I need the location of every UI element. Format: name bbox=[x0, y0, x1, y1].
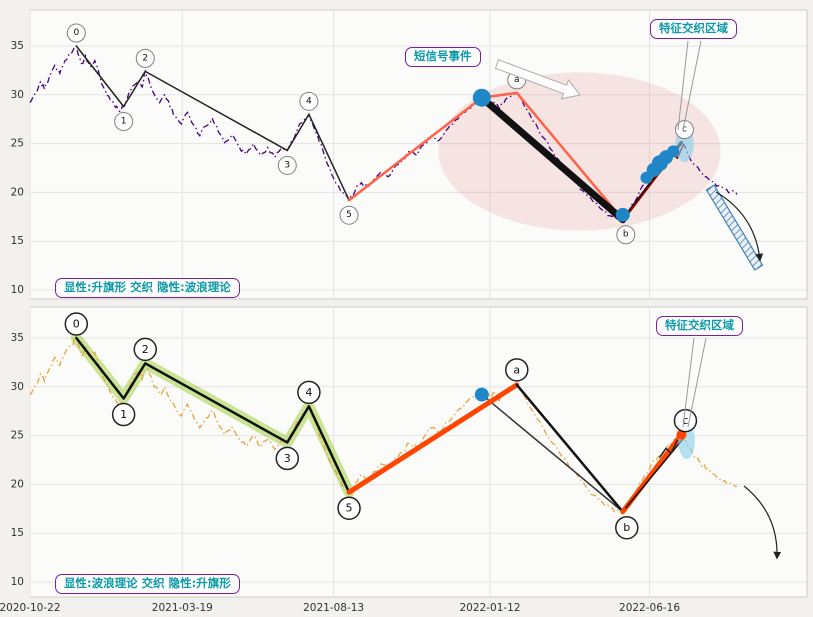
wave-label-circle bbox=[275, 446, 300, 471]
trend-arrow bbox=[715, 191, 764, 262]
wave-label-b: b bbox=[623, 230, 629, 240]
annotation-feature-zone-bottom-panel: 特征交织区域 bbox=[656, 316, 743, 336]
signal-region-ellipse bbox=[438, 72, 721, 231]
annotation-pointer-line bbox=[687, 337, 707, 428]
y-tick-label: 25 bbox=[11, 430, 24, 442]
plot-area bbox=[29, 306, 808, 598]
wave-label-3: 3 bbox=[284, 160, 290, 170]
wave-label-circle bbox=[297, 380, 321, 405]
wave-label-circle bbox=[615, 515, 639, 540]
y-tick-label: 15 bbox=[11, 527, 24, 539]
y-tick-label: 25 bbox=[11, 138, 24, 150]
x-tick-label: 2022-06-16 bbox=[619, 602, 680, 614]
wave-label-1: 1 bbox=[121, 117, 127, 127]
wave-label-circle bbox=[135, 48, 155, 68]
annotation-pointer-line bbox=[682, 337, 695, 428]
wave-label-5: 5 bbox=[346, 502, 353, 515]
x-tick-label: 2022-01-12 bbox=[460, 602, 521, 614]
wave-label-circle bbox=[114, 112, 134, 132]
x-tick-label: 2020-10-22 bbox=[0, 602, 61, 614]
caption-explicit-flag: 显性:升旗形 交织 隐性:波浪理论 bbox=[55, 278, 240, 298]
wave-zigzag-line bbox=[75, 45, 350, 201]
wave-label-c: c bbox=[682, 125, 687, 135]
wave-label-b: b bbox=[623, 521, 630, 534]
wave-label-1: 1 bbox=[120, 408, 127, 421]
caption-explicit-wave: 显性:波浪理论 交织 隐性:升旗形 bbox=[55, 574, 240, 594]
wave-label-circle bbox=[111, 402, 136, 427]
y-tick-label: 20 bbox=[11, 186, 24, 198]
x-tick-label: 2021-08-13 bbox=[303, 602, 364, 614]
wave-label-circle bbox=[277, 155, 297, 175]
hatched-projection-band bbox=[705, 184, 764, 271]
wave-label-circle bbox=[299, 91, 319, 111]
y-tick-label: 10 bbox=[11, 284, 24, 296]
x-tick-label: 2021-03-19 bbox=[152, 602, 213, 614]
wave-label-circle bbox=[337, 496, 361, 520]
y-tick-label: 30 bbox=[11, 381, 24, 393]
c-zigzag-line bbox=[659, 439, 679, 458]
wave-label-circle bbox=[339, 205, 359, 225]
panel-explicit-wave: 10 15 20 25 30 35 0 1 2 3 4 5 a b c bbox=[11, 306, 808, 598]
flag-orange-line bbox=[347, 91, 625, 221]
pole-thin-line bbox=[481, 393, 624, 513]
wave-label-circle bbox=[616, 225, 636, 245]
y-tick-label: 10 bbox=[11, 576, 24, 588]
y-tick-label: 35 bbox=[11, 332, 24, 344]
annotation-pointer-line bbox=[682, 40, 702, 131]
signal-dot bbox=[472, 88, 491, 107]
pole-black-line bbox=[478, 94, 627, 224]
wave-label-0: 0 bbox=[73, 318, 80, 331]
annotation-pointer-line bbox=[677, 40, 689, 131]
wave-5a-orange-line bbox=[346, 382, 520, 495]
wave-label-a: a bbox=[513, 363, 520, 376]
wave-label-0: 0 bbox=[73, 28, 79, 38]
wave-label-5: 5 bbox=[346, 210, 352, 220]
annotation-feature-zone-top-panel: 特征交织区域 bbox=[650, 19, 737, 39]
wave-label-2: 2 bbox=[142, 343, 149, 356]
signal-dot bbox=[474, 387, 489, 402]
wave-label-3: 3 bbox=[284, 452, 291, 465]
wave-label-4: 4 bbox=[305, 386, 312, 399]
signal-dot bbox=[667, 145, 680, 158]
wave-label-circle bbox=[64, 312, 89, 336]
wave-label-4: 4 bbox=[306, 96, 312, 106]
wave-label-circle bbox=[505, 358, 529, 382]
wave-ab-black-line bbox=[515, 383, 625, 513]
wave-label-c: c bbox=[682, 414, 688, 427]
trend-arrow bbox=[743, 485, 782, 560]
annotation-short-signal-event: 短信号事件 bbox=[405, 47, 481, 67]
wave-label-circle bbox=[133, 337, 158, 362]
wave-label-a: a bbox=[514, 75, 520, 85]
wave-zigzag-line bbox=[75, 336, 351, 494]
signal-dot bbox=[615, 207, 630, 222]
y-tick-label: 15 bbox=[11, 235, 24, 247]
wave-label-2: 2 bbox=[142, 53, 148, 63]
short-signal-arrow bbox=[494, 59, 581, 100]
y-tick-label: 35 bbox=[11, 40, 24, 52]
wave-label-circle bbox=[66, 23, 86, 43]
y-tick-label: 30 bbox=[11, 89, 24, 101]
y-tick-label: 20 bbox=[11, 478, 24, 490]
